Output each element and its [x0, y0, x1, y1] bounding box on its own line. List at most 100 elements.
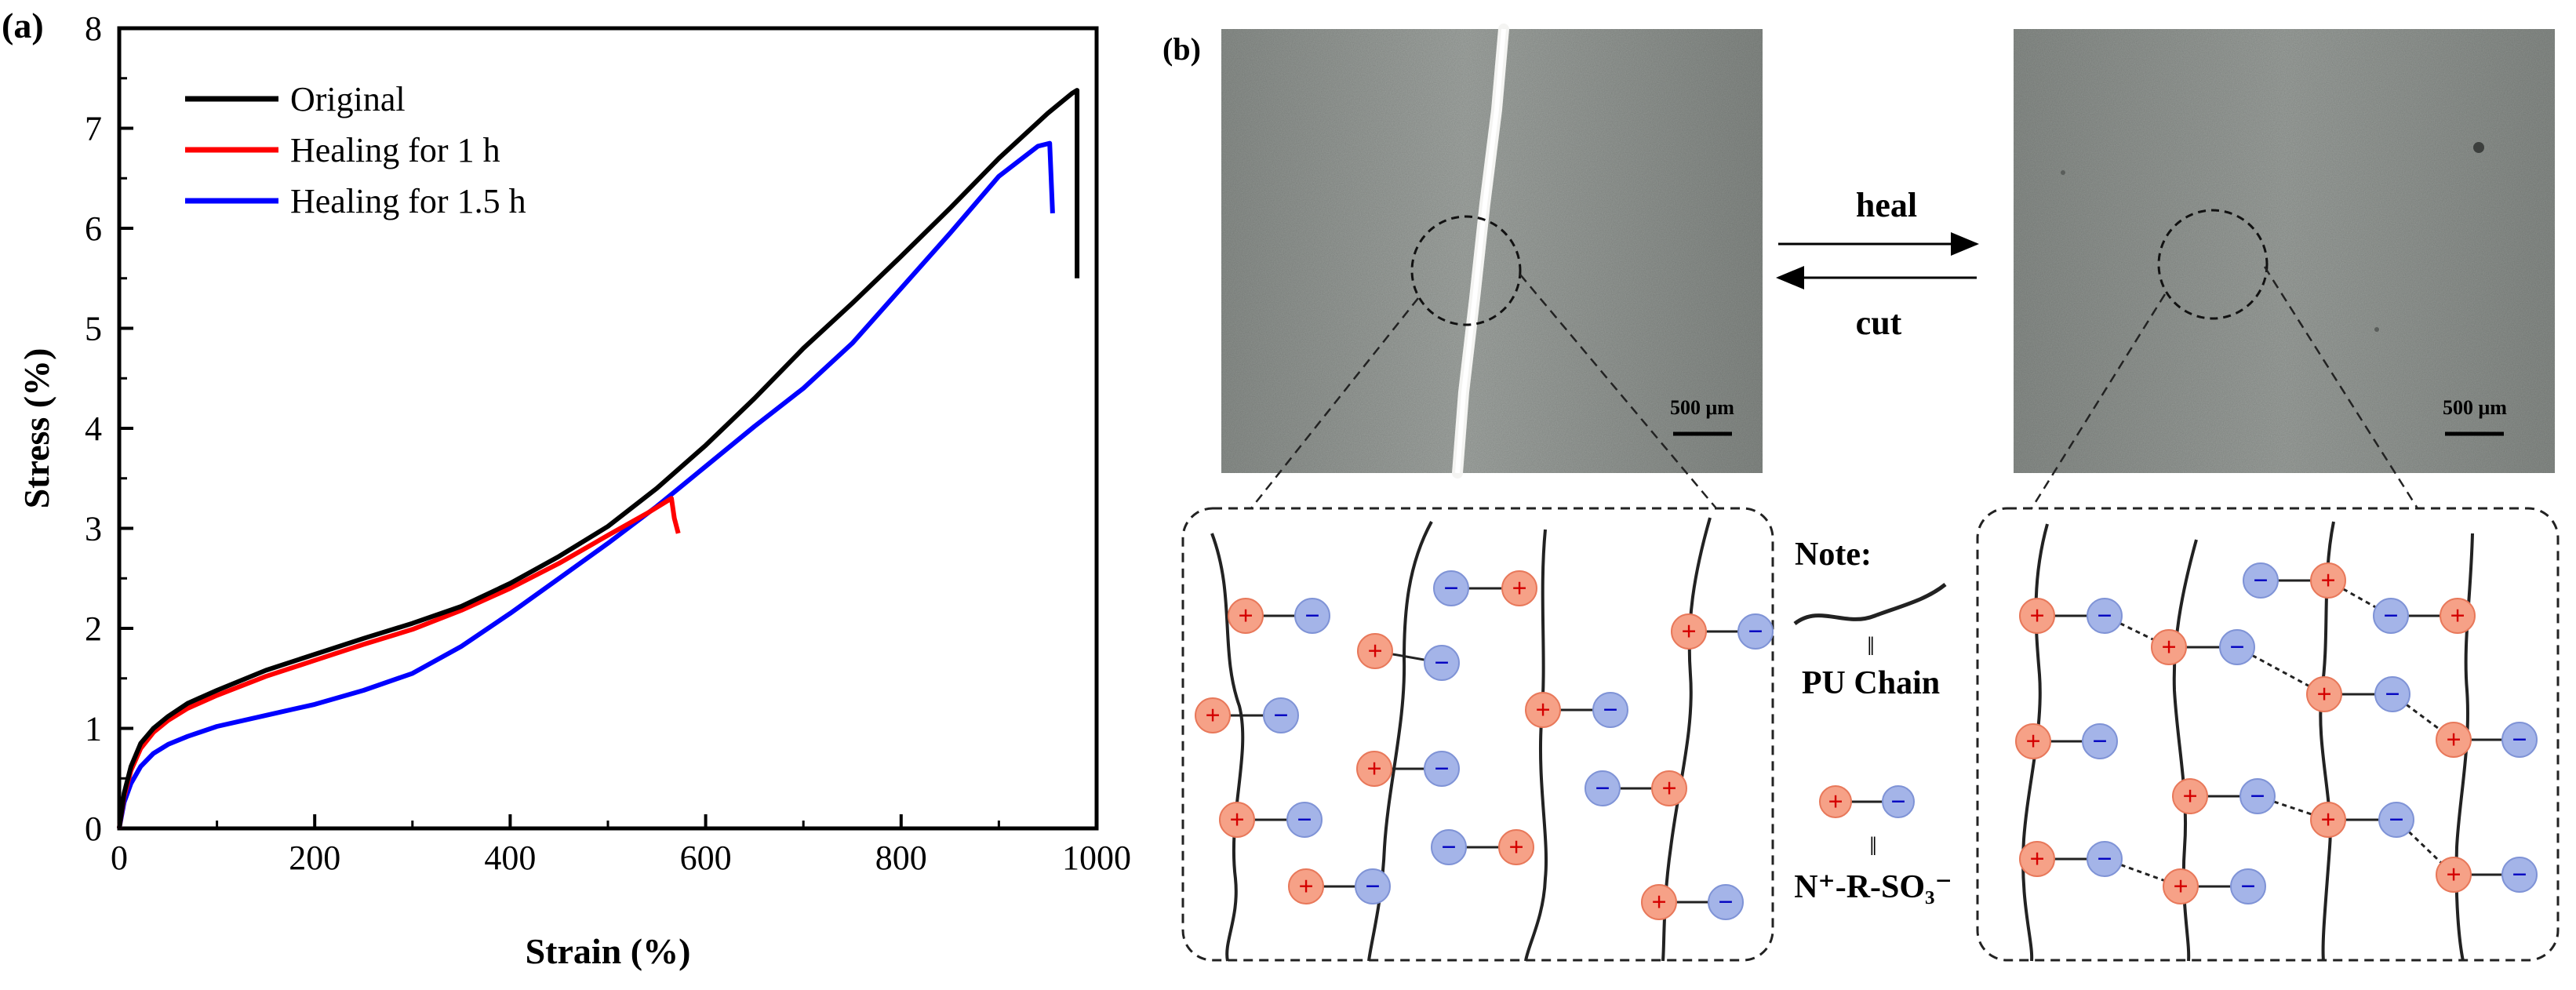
svg-text:+: +: [2450, 602, 2465, 631]
cation-icon: +: [1219, 802, 1255, 838]
anion-icon: −: [2219, 629, 2255, 665]
cation-icon: +: [1671, 613, 1707, 650]
svg-text:+: +: [1229, 806, 1244, 835]
svg-text:−: −: [1718, 888, 1733, 917]
svg-text:+: +: [2161, 633, 2176, 662]
svg-text:+: +: [1367, 637, 1382, 666]
cation-icon: +: [1228, 598, 1264, 634]
heal-label: heal: [1856, 186, 1917, 224]
cation-icon: +: [1288, 868, 1324, 904]
note-title: Note:: [1795, 537, 1872, 573]
svg-text:−: −: [1441, 833, 1456, 862]
y-tick-label: 4: [85, 409, 102, 448]
cation-icon: +: [1641, 884, 1677, 920]
svg-text:−: −: [2389, 806, 2403, 835]
cation-icon: +: [1356, 751, 1392, 787]
svg-text:+: +: [2173, 872, 2188, 901]
cation-icon: +: [2015, 723, 2051, 759]
cation-icon: +: [2019, 841, 2055, 877]
svg-text:+: +: [2029, 602, 2044, 631]
y-tick-label: 0: [85, 810, 102, 848]
svg-text:−: −: [1273, 701, 1288, 730]
molecular-structure-cut: + − + − + − + − + − + − + − + − + − + − + − + −: [1195, 517, 1774, 962]
legend-entry: Healing for 1 h: [290, 131, 500, 169]
y-tick-label: 7: [85, 110, 102, 148]
legend: Original Healing for 1 h Healing for 1.5 h: [185, 80, 526, 220]
svg-text:+: +: [1512, 574, 1526, 603]
anion-icon: −: [1294, 598, 1330, 634]
svg-text:−: −: [2097, 602, 2112, 631]
heal-cut-arrows: heal cut: [1776, 186, 1979, 342]
legend-entry: Healing for 1.5 h: [290, 182, 526, 220]
cation-icon: +: [2306, 676, 2342, 712]
zoom-box-cut: [1181, 507, 1774, 962]
y-tick-label: 1: [85, 710, 102, 748]
pu-chain-sample: [1793, 583, 1947, 626]
anion-icon: −: [2230, 868, 2266, 904]
svg-text:−: −: [1890, 788, 1905, 817]
svg-text:+: +: [1828, 788, 1843, 817]
x-tick-label: 400: [484, 839, 536, 877]
svg-text:+: +: [1661, 774, 1676, 803]
svg-text:−: −: [2240, 872, 2255, 901]
svg-text:−: −: [2097, 845, 2112, 874]
x-axis-label: Strain (%): [526, 931, 691, 971]
stress-strain-chart: (a) 0 200 400 600 800 1000 0 1 2 3 4 5 6 7 8 Strain (…: [2, 5, 1131, 971]
x-tick-label: 1000: [1062, 839, 1131, 877]
svg-text:+: +: [2320, 566, 2335, 595]
zoom-box-healed: [1976, 507, 2560, 962]
svg-text:−: −: [1603, 696, 1617, 725]
cation-icon: +: [2436, 722, 2472, 758]
x-tick-label: 200: [289, 839, 340, 877]
anion-icon: −: [1737, 613, 1774, 650]
svg-text:+: +: [2025, 727, 2040, 756]
y-tick-label: 2: [85, 610, 102, 648]
anion-icon: −: [2082, 723, 2118, 759]
scale-bar-right: 500 μm: [2443, 396, 2507, 419]
cation-icon: +: [1501, 570, 1537, 606]
svg-text:+: +: [1535, 696, 1550, 725]
svg-text:+: +: [2316, 680, 2331, 709]
y-tick-label: 8: [85, 9, 102, 48]
pu-chain-label: PU Chain: [1802, 665, 1940, 701]
note-separator-2: ‖: [1869, 832, 1877, 861]
svg-text:−: −: [2253, 566, 2268, 595]
anion-icon: −: [2378, 802, 2414, 838]
svg-text:−: −: [2383, 602, 2398, 631]
anion-icon: −: [1263, 697, 1299, 733]
svg-text:−: −: [1297, 806, 1312, 835]
svg-text:−: −: [1748, 617, 1763, 646]
pu-chain: [1367, 521, 1433, 962]
svg-text:+: +: [1238, 602, 1253, 631]
x-tick-label: 0: [111, 839, 128, 877]
anion-icon: −: [1585, 770, 1621, 806]
svg-text:+: +: [2320, 806, 2335, 835]
anion-icon: −: [2501, 722, 2538, 758]
anion-icon: −: [1433, 570, 1469, 606]
note-legend: Note: ‖ PU Chain + − ‖ N⁺-R-SO₃⁻: [1793, 537, 1952, 905]
anion-icon: −: [1882, 785, 1915, 818]
pu-chain: [1524, 529, 1548, 962]
ion-pair-sample: + −: [1819, 785, 1915, 818]
panel-a-label: (a): [2, 5, 44, 45]
magnify-circle-left: [1410, 215, 1522, 326]
svg-text:+: +: [1205, 701, 1220, 730]
y-axis-ticks: 0 1 2 3 4 5 6 7 8: [85, 9, 133, 848]
cation-icon: +: [1525, 692, 1561, 728]
svg-text:−: −: [2092, 727, 2107, 756]
series-line-healing-for-1-h: [117, 496, 681, 829]
svg-text:−: −: [1434, 649, 1449, 678]
y-tick-label: 5: [85, 310, 102, 348]
anion-icon: −: [1424, 645, 1460, 681]
anion-icon: −: [2374, 676, 2410, 712]
scale-bar-left: 500 μm: [1670, 396, 1734, 419]
cation-icon: +: [2172, 778, 2208, 814]
cation-icon: +: [1195, 697, 1231, 733]
anion-icon: −: [2373, 598, 2409, 634]
anion-icon: −: [1431, 829, 1467, 865]
series-line-healing-for-1-5-h: [117, 140, 1055, 829]
cation-icon: +: [2310, 802, 2346, 838]
cation-icon: +: [1819, 785, 1852, 818]
svg-text:+: +: [2446, 861, 2461, 890]
anion-icon: −: [2239, 778, 2276, 814]
